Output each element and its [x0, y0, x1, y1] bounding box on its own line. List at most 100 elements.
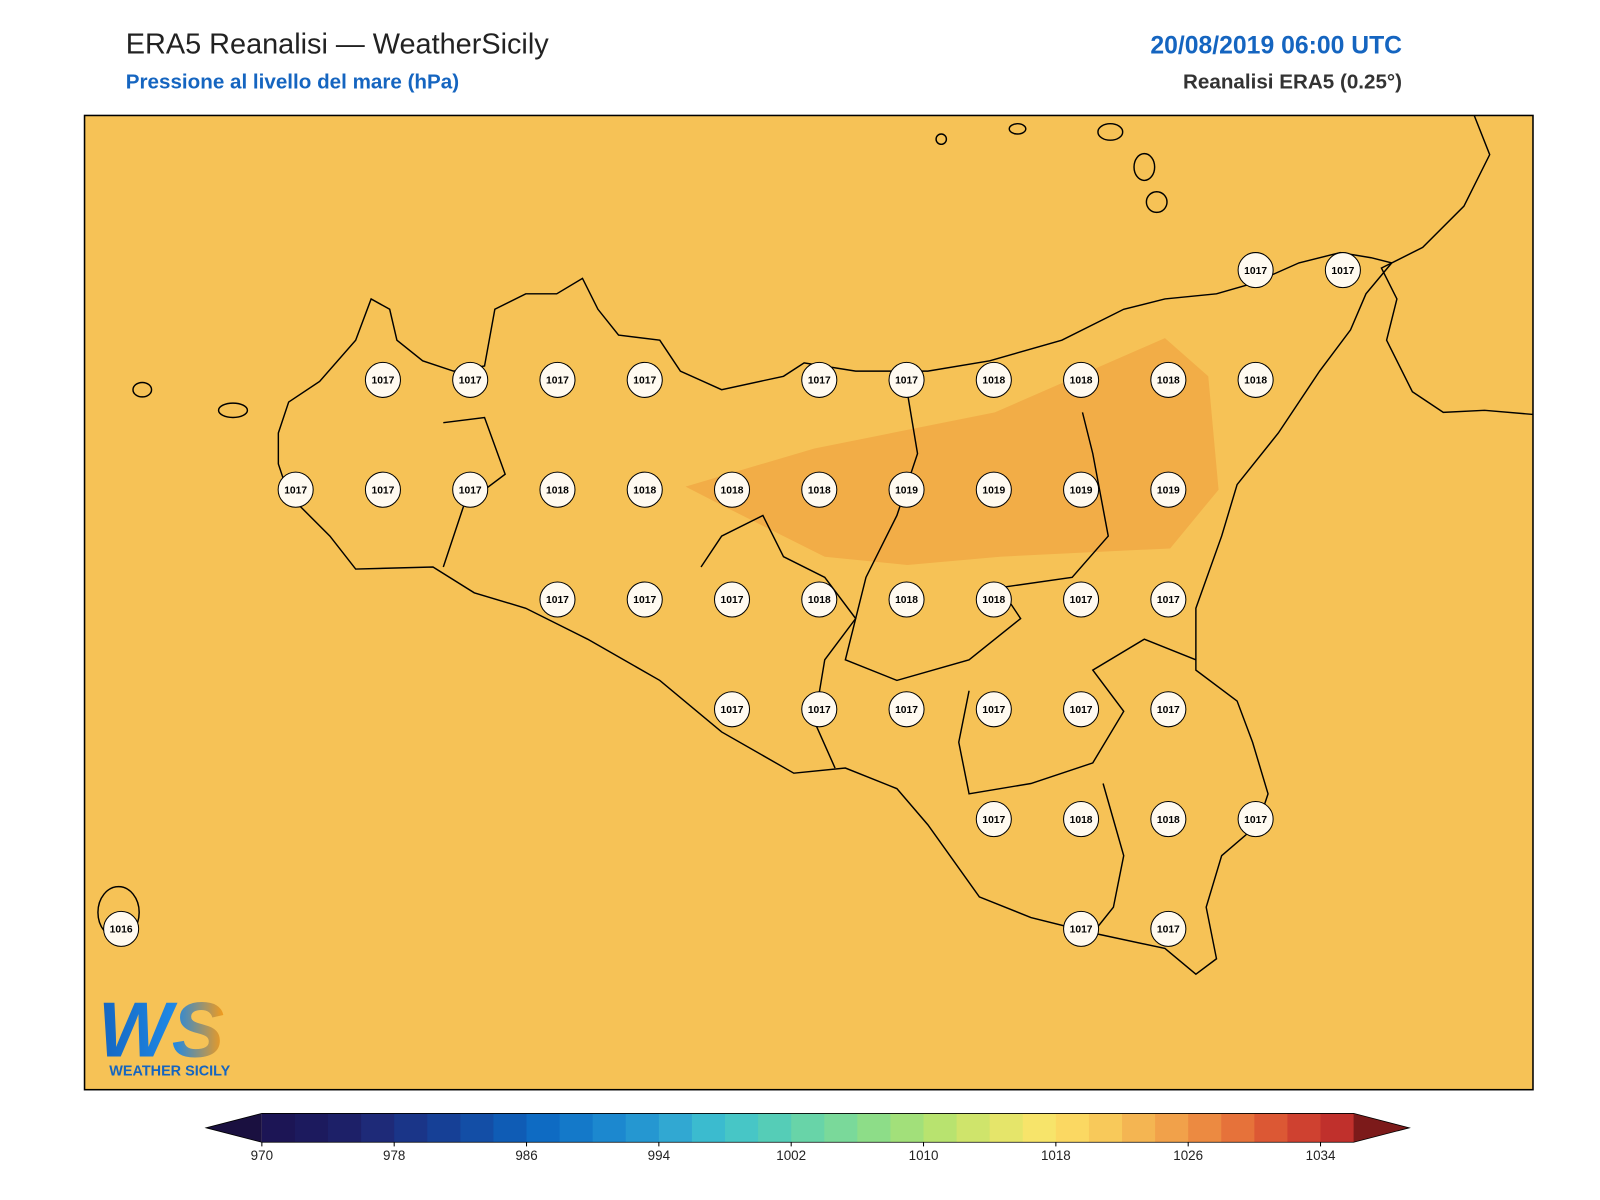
station-value: 1017 — [371, 485, 394, 496]
station-value: 1017 — [982, 815, 1005, 826]
station-value: 1018 — [1244, 376, 1267, 387]
station-marker — [452, 361, 489, 398]
station-marker — [1150, 910, 1187, 947]
station-value: 1017 — [1157, 925, 1180, 936]
date: 20/08/2019 06:00 UTC — [1150, 33, 1402, 60]
colorbar-segment — [1188, 1113, 1222, 1143]
colorbar-segment — [956, 1113, 991, 1143]
station-marker — [1237, 361, 1274, 398]
colorbar-segment — [758, 1113, 792, 1143]
station-marker — [1150, 471, 1187, 508]
colorbar-segment — [394, 1113, 428, 1143]
colorbar-segment — [1122, 1113, 1156, 1143]
station: 1019 — [888, 471, 925, 508]
island — [217, 402, 249, 419]
station-marker — [888, 361, 925, 398]
station: 1017 — [1324, 252, 1361, 289]
island — [935, 133, 948, 146]
station-value: 1019 — [982, 485, 1005, 496]
station-marker — [1063, 691, 1100, 728]
station: 1017 — [539, 361, 576, 398]
colorbar-segment — [890, 1113, 925, 1143]
station: 1018 — [888, 581, 925, 618]
station-marker — [975, 471, 1012, 508]
colorbar-segment — [1155, 1113, 1189, 1143]
station-marker — [539, 361, 576, 398]
station-value: 1019 — [1157, 485, 1180, 496]
province-borders — [442, 416, 507, 568]
island — [1133, 152, 1156, 182]
station-marker — [1324, 252, 1361, 289]
island — [1008, 122, 1027, 135]
station-marker — [364, 361, 401, 398]
station: 1019 — [1150, 471, 1187, 508]
colorbar-segment — [1320, 1113, 1355, 1143]
station-marker — [1150, 691, 1187, 728]
station: 1017 — [277, 471, 314, 508]
station: 1017 — [975, 691, 1012, 728]
colorbar-segment — [658, 1113, 693, 1143]
station-value: 1017 — [546, 376, 569, 387]
sicily-coast — [277, 251, 1394, 976]
station-marker — [975, 581, 1012, 618]
map-frame — [83, 114, 1534, 1091]
station-value: 1018 — [1070, 815, 1093, 826]
colorbar-segment — [1055, 1113, 1090, 1143]
station: 1017 — [1150, 691, 1187, 728]
station: 1017 — [626, 361, 663, 398]
station-value: 1017 — [721, 595, 744, 606]
colorbar-segment — [923, 1113, 958, 1143]
station-value: 1017 — [371, 376, 394, 387]
station: 1018 — [801, 581, 838, 618]
station: 1017 — [1150, 581, 1187, 618]
station-value: 1018 — [982, 376, 1005, 387]
colorbar-over — [1353, 1113, 1410, 1143]
station: 1017 — [1237, 801, 1274, 838]
station-value: 1017 — [633, 595, 656, 606]
station-value: 1017 — [1244, 266, 1267, 277]
title: ERA5 Reanalisi — WeatherSicily — [126, 29, 549, 61]
colorbar-segment — [1254, 1113, 1288, 1143]
station-marker — [626, 361, 663, 398]
station: 1018 — [539, 471, 576, 508]
station: 1017 — [452, 471, 489, 508]
station-value: 1018 — [1070, 376, 1093, 387]
station-value: 1018 — [1157, 376, 1180, 387]
station: 1017 — [452, 361, 489, 398]
station-marker — [975, 361, 1012, 398]
station-value: 1018 — [895, 595, 918, 606]
station-value: 1016 — [110, 925, 133, 936]
station-marker — [1237, 801, 1274, 838]
station: 1017 — [1063, 691, 1100, 728]
island — [1097, 122, 1124, 141]
station-marker — [626, 471, 663, 508]
colorbar: 970 978 986 994 1002 1010 1018 1026 1034 — [204, 1112, 1411, 1163]
colorbar-segment — [857, 1113, 891, 1143]
station-value: 1017 — [721, 705, 744, 716]
station-marker — [713, 471, 751, 508]
colorbar-tick-label: 978 — [383, 1148, 405, 1163]
station-marker — [1237, 252, 1274, 289]
station-marker — [1063, 581, 1100, 618]
station-marker — [626, 581, 663, 618]
calabria-coast — [1380, 115, 1534, 416]
colorbar-segment — [989, 1113, 1024, 1143]
colorbar-segment — [526, 1113, 561, 1143]
colorbar-tick-label: 970 — [251, 1148, 273, 1163]
station-marker — [888, 581, 925, 618]
colorbar-segment — [361, 1113, 395, 1143]
station: 1017 — [975, 801, 1012, 838]
station: 1017 — [364, 361, 401, 398]
colorbar-segment — [427, 1113, 461, 1143]
province-borders — [844, 391, 1110, 682]
station-marker — [539, 471, 576, 508]
station-marker — [364, 471, 401, 508]
station-marker — [975, 801, 1012, 838]
colorbar-segment — [1088, 1113, 1123, 1143]
colorbar-segment — [261, 1113, 296, 1143]
station: 1018 — [626, 471, 663, 508]
station: 1018 — [1063, 361, 1100, 398]
station: 1018 — [801, 471, 838, 508]
